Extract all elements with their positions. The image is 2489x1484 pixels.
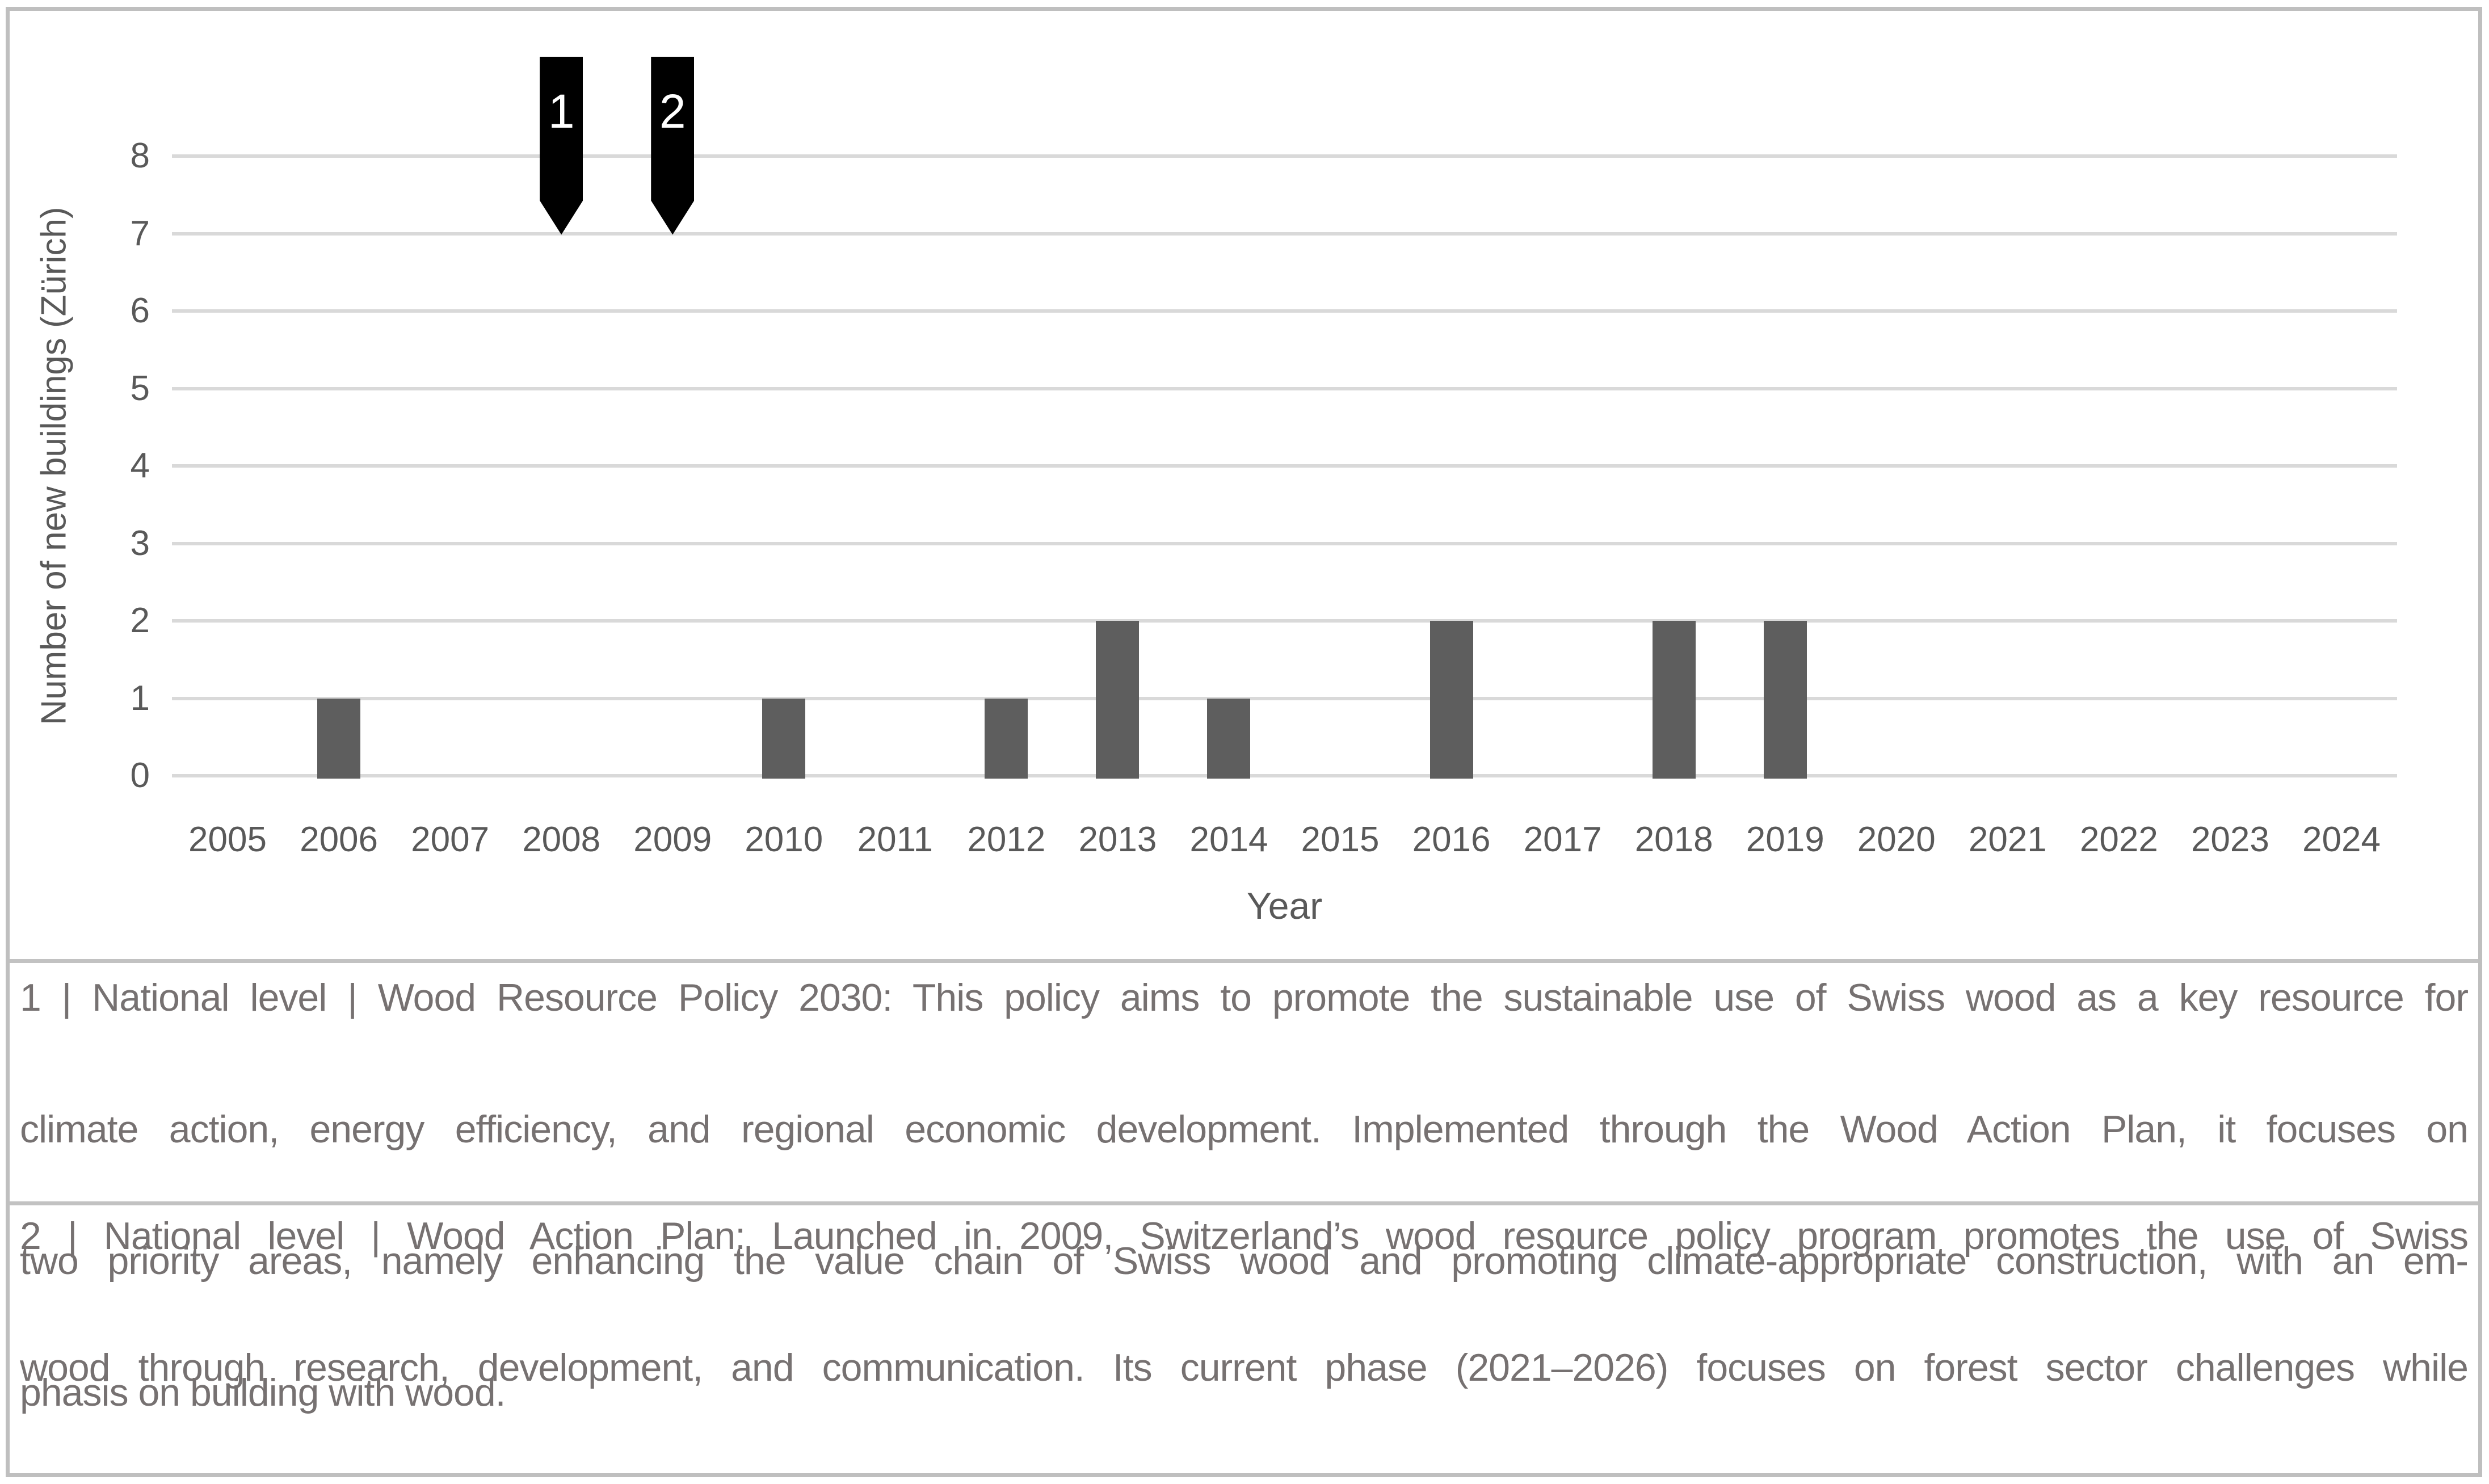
x-tick-label-2015: 2015 [1301, 820, 1380, 859]
bar-2013 [1096, 621, 1140, 779]
y-tick-label-7: 7 [130, 213, 150, 253]
gridline-0 [172, 774, 2397, 777]
bar-2018 [1652, 621, 1696, 779]
bar-2006 [317, 698, 361, 779]
x-tick-label-2007: 2007 [411, 820, 490, 859]
gridline-8 [172, 154, 2397, 158]
gridline-2 [172, 619, 2397, 623]
bar-2019 [1763, 621, 1807, 779]
x-tick-label-2008: 2008 [522, 820, 601, 859]
bar-2012 [985, 698, 1028, 779]
x-tick-label-2018: 2018 [1634, 820, 1713, 859]
annotation-marker-label: 2 [659, 85, 686, 138]
y-tick-label-6: 6 [130, 291, 150, 330]
y-tick-label-0: 0 [130, 756, 150, 795]
x-tick-label-2012: 2012 [967, 820, 1046, 859]
footnote-1-line: phasis on building with wood. [20, 1371, 506, 1414]
footnote-2-line: 2 | National level | Wood Action Plan: L… [20, 1214, 2469, 1258]
footnote-1-line: climate action, energy efficiency, and r… [20, 1108, 2469, 1151]
x-tick-label-2014: 2014 [1189, 820, 1268, 859]
x-tick-label-2024: 2024 [2302, 820, 2381, 859]
bar-2016 [1430, 621, 1473, 779]
y-tick-label-4: 4 [130, 446, 150, 485]
separator-middle [10, 1201, 2478, 1205]
annotation-marker-label: 1 [548, 85, 575, 138]
footnote-2-line: wood through research, development, and … [20, 1346, 2469, 1389]
bar-2014 [1207, 698, 1251, 779]
footnote-2: 2 | National level | Wood Action Plan: L… [10, 1203, 2478, 1484]
x-tick-label-2021: 2021 [1968, 820, 2047, 859]
x-tick-label-2016: 2016 [1412, 820, 1491, 859]
gridline-5 [172, 386, 2397, 390]
x-tick-label-2019: 2019 [1746, 820, 1824, 859]
x-tick-label-2017: 2017 [1523, 820, 1602, 859]
x-tick-label-2011: 2011 [857, 820, 933, 859]
footnote-1-line: two priority areas, namely enhancing the… [20, 1239, 2469, 1283]
y-tick-label-2: 2 [130, 601, 150, 640]
footnote-1: 1 | National level | Wood Resource Polic… [10, 965, 2478, 1426]
footnote-1-line: 1 | National level | Wood Resource Polic… [20, 976, 2469, 1019]
x-tick-label-2022: 2022 [2079, 820, 2158, 859]
y-tick-label-8: 8 [130, 136, 150, 175]
x-tick-label-2013: 2013 [1078, 820, 1157, 859]
x-tick-label-2023: 2023 [2191, 820, 2269, 859]
x-axis-title: Year [1246, 885, 1323, 927]
x-tick-label-2009: 2009 [633, 820, 712, 859]
bar-2010 [762, 698, 806, 779]
footnote-2-line: exploring new applications, like bioprod… [20, 1466, 2469, 1484]
gridline-3 [172, 541, 2397, 545]
separator-top [10, 959, 2478, 963]
x-tick-label-2006: 2006 [300, 820, 379, 859]
gridline-7 [172, 232, 2397, 236]
y-tick-label-3: 3 [130, 523, 150, 563]
y-tick-label-5: 5 [130, 368, 150, 408]
gridline-6 [172, 309, 2397, 313]
gridline-1 [172, 696, 2397, 700]
y-tick-label-1: 1 [130, 678, 150, 718]
gridline-4 [172, 464, 2397, 468]
annotation-marker-2: 2 [651, 57, 694, 235]
x-tick-label-2020: 2020 [1857, 820, 1936, 859]
annotation-marker-1: 1 [540, 57, 583, 235]
x-tick-label-2005: 2005 [188, 820, 267, 859]
x-tick-label-2010: 2010 [745, 820, 823, 859]
